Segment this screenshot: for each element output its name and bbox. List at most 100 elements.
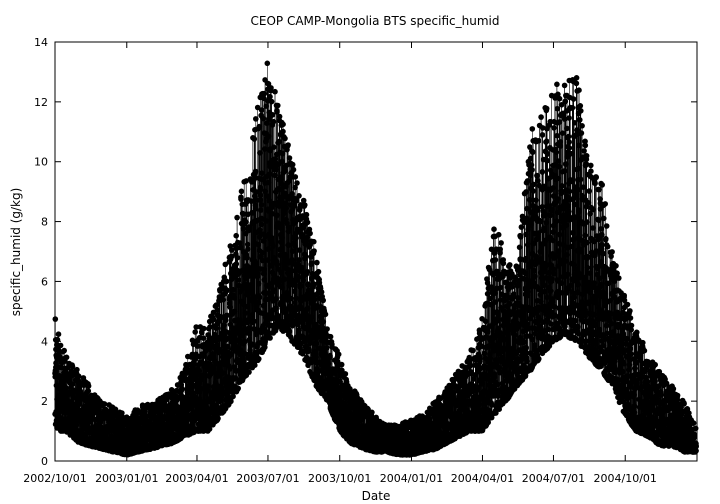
data-point [327, 333, 334, 340]
data-point [238, 327, 245, 333]
data-point [220, 370, 226, 376]
data-point [194, 343, 201, 349]
data-point [231, 308, 238, 315]
data-point [296, 247, 303, 253]
data-point [484, 329, 491, 335]
data-point [501, 336, 507, 343]
data-point [220, 297, 227, 303]
data-point [267, 93, 273, 100]
data-point [322, 311, 329, 318]
data-point [73, 422, 80, 429]
data-point [310, 281, 317, 287]
data-point [521, 339, 528, 345]
data-point [518, 224, 525, 230]
data-point [248, 341, 255, 347]
data-point [474, 384, 481, 390]
series-line [54, 63, 697, 456]
data-point [538, 256, 545, 262]
data-point [498, 240, 504, 246]
data-point [335, 351, 342, 358]
data-point [286, 155, 293, 161]
data-point [495, 231, 502, 238]
data-point [233, 261, 240, 267]
data-point [535, 286, 542, 293]
data-point [224, 287, 230, 294]
data-point [57, 342, 64, 349]
data-point [265, 179, 272, 186]
data-point [192, 329, 198, 335]
data-point [482, 318, 489, 325]
data-point [230, 286, 237, 293]
data-point [530, 188, 537, 194]
data-point [288, 295, 294, 302]
data-point [69, 363, 76, 370]
data-point [248, 266, 254, 272]
data-point [75, 373, 82, 380]
data-point [77, 400, 83, 406]
data-point [523, 189, 529, 195]
data-point [532, 273, 538, 280]
data-point [520, 312, 526, 319]
plot-area [52, 60, 699, 458]
data-point [476, 401, 482, 408]
data-point [265, 133, 272, 140]
data-point [293, 295, 300, 302]
data-point [532, 342, 538, 348]
data-point [267, 335, 273, 341]
data-point [528, 172, 534, 179]
data-point [70, 381, 76, 387]
data-point [85, 383, 92, 389]
data-point [246, 227, 253, 234]
data-point [241, 211, 247, 217]
data-point [479, 381, 486, 387]
data-point [276, 138, 282, 145]
data-point [281, 276, 288, 283]
data-point [210, 316, 217, 323]
data-point [282, 168, 288, 174]
data-point [497, 246, 504, 253]
data-point [237, 347, 244, 354]
data-point [227, 366, 233, 372]
data-point [274, 212, 281, 219]
data-point [267, 171, 273, 177]
data-point [278, 284, 285, 291]
data-point [206, 346, 213, 353]
data-point [477, 356, 484, 362]
data-point [269, 211, 276, 217]
data-point [234, 254, 241, 261]
data-point [523, 270, 529, 277]
data-point [276, 194, 283, 201]
data-point [303, 211, 310, 218]
data-point [267, 147, 274, 154]
data-point [264, 257, 271, 263]
data-point [286, 328, 293, 335]
data-point [535, 230, 542, 236]
data-point [324, 326, 330, 332]
data-point [186, 396, 193, 402]
data-point [320, 297, 327, 304]
data-point [277, 225, 284, 231]
data-point [179, 385, 185, 392]
data-point [311, 248, 317, 254]
data-point [253, 116, 259, 122]
data-point [201, 325, 207, 332]
data-point [276, 113, 283, 120]
data-point [233, 232, 239, 239]
data-point [263, 312, 270, 318]
data-point [297, 284, 304, 290]
data-point [285, 242, 292, 248]
data-point [511, 344, 517, 350]
data-point [192, 394, 198, 401]
data-point [237, 240, 243, 246]
data-point [532, 197, 539, 203]
data-point [496, 364, 502, 371]
data-point [246, 336, 253, 343]
data-point [258, 107, 265, 113]
data-point [275, 315, 282, 322]
data-point [215, 415, 221, 422]
data-point [307, 340, 314, 347]
data-point [213, 325, 219, 332]
data-point [259, 249, 266, 256]
data-point [274, 261, 281, 268]
